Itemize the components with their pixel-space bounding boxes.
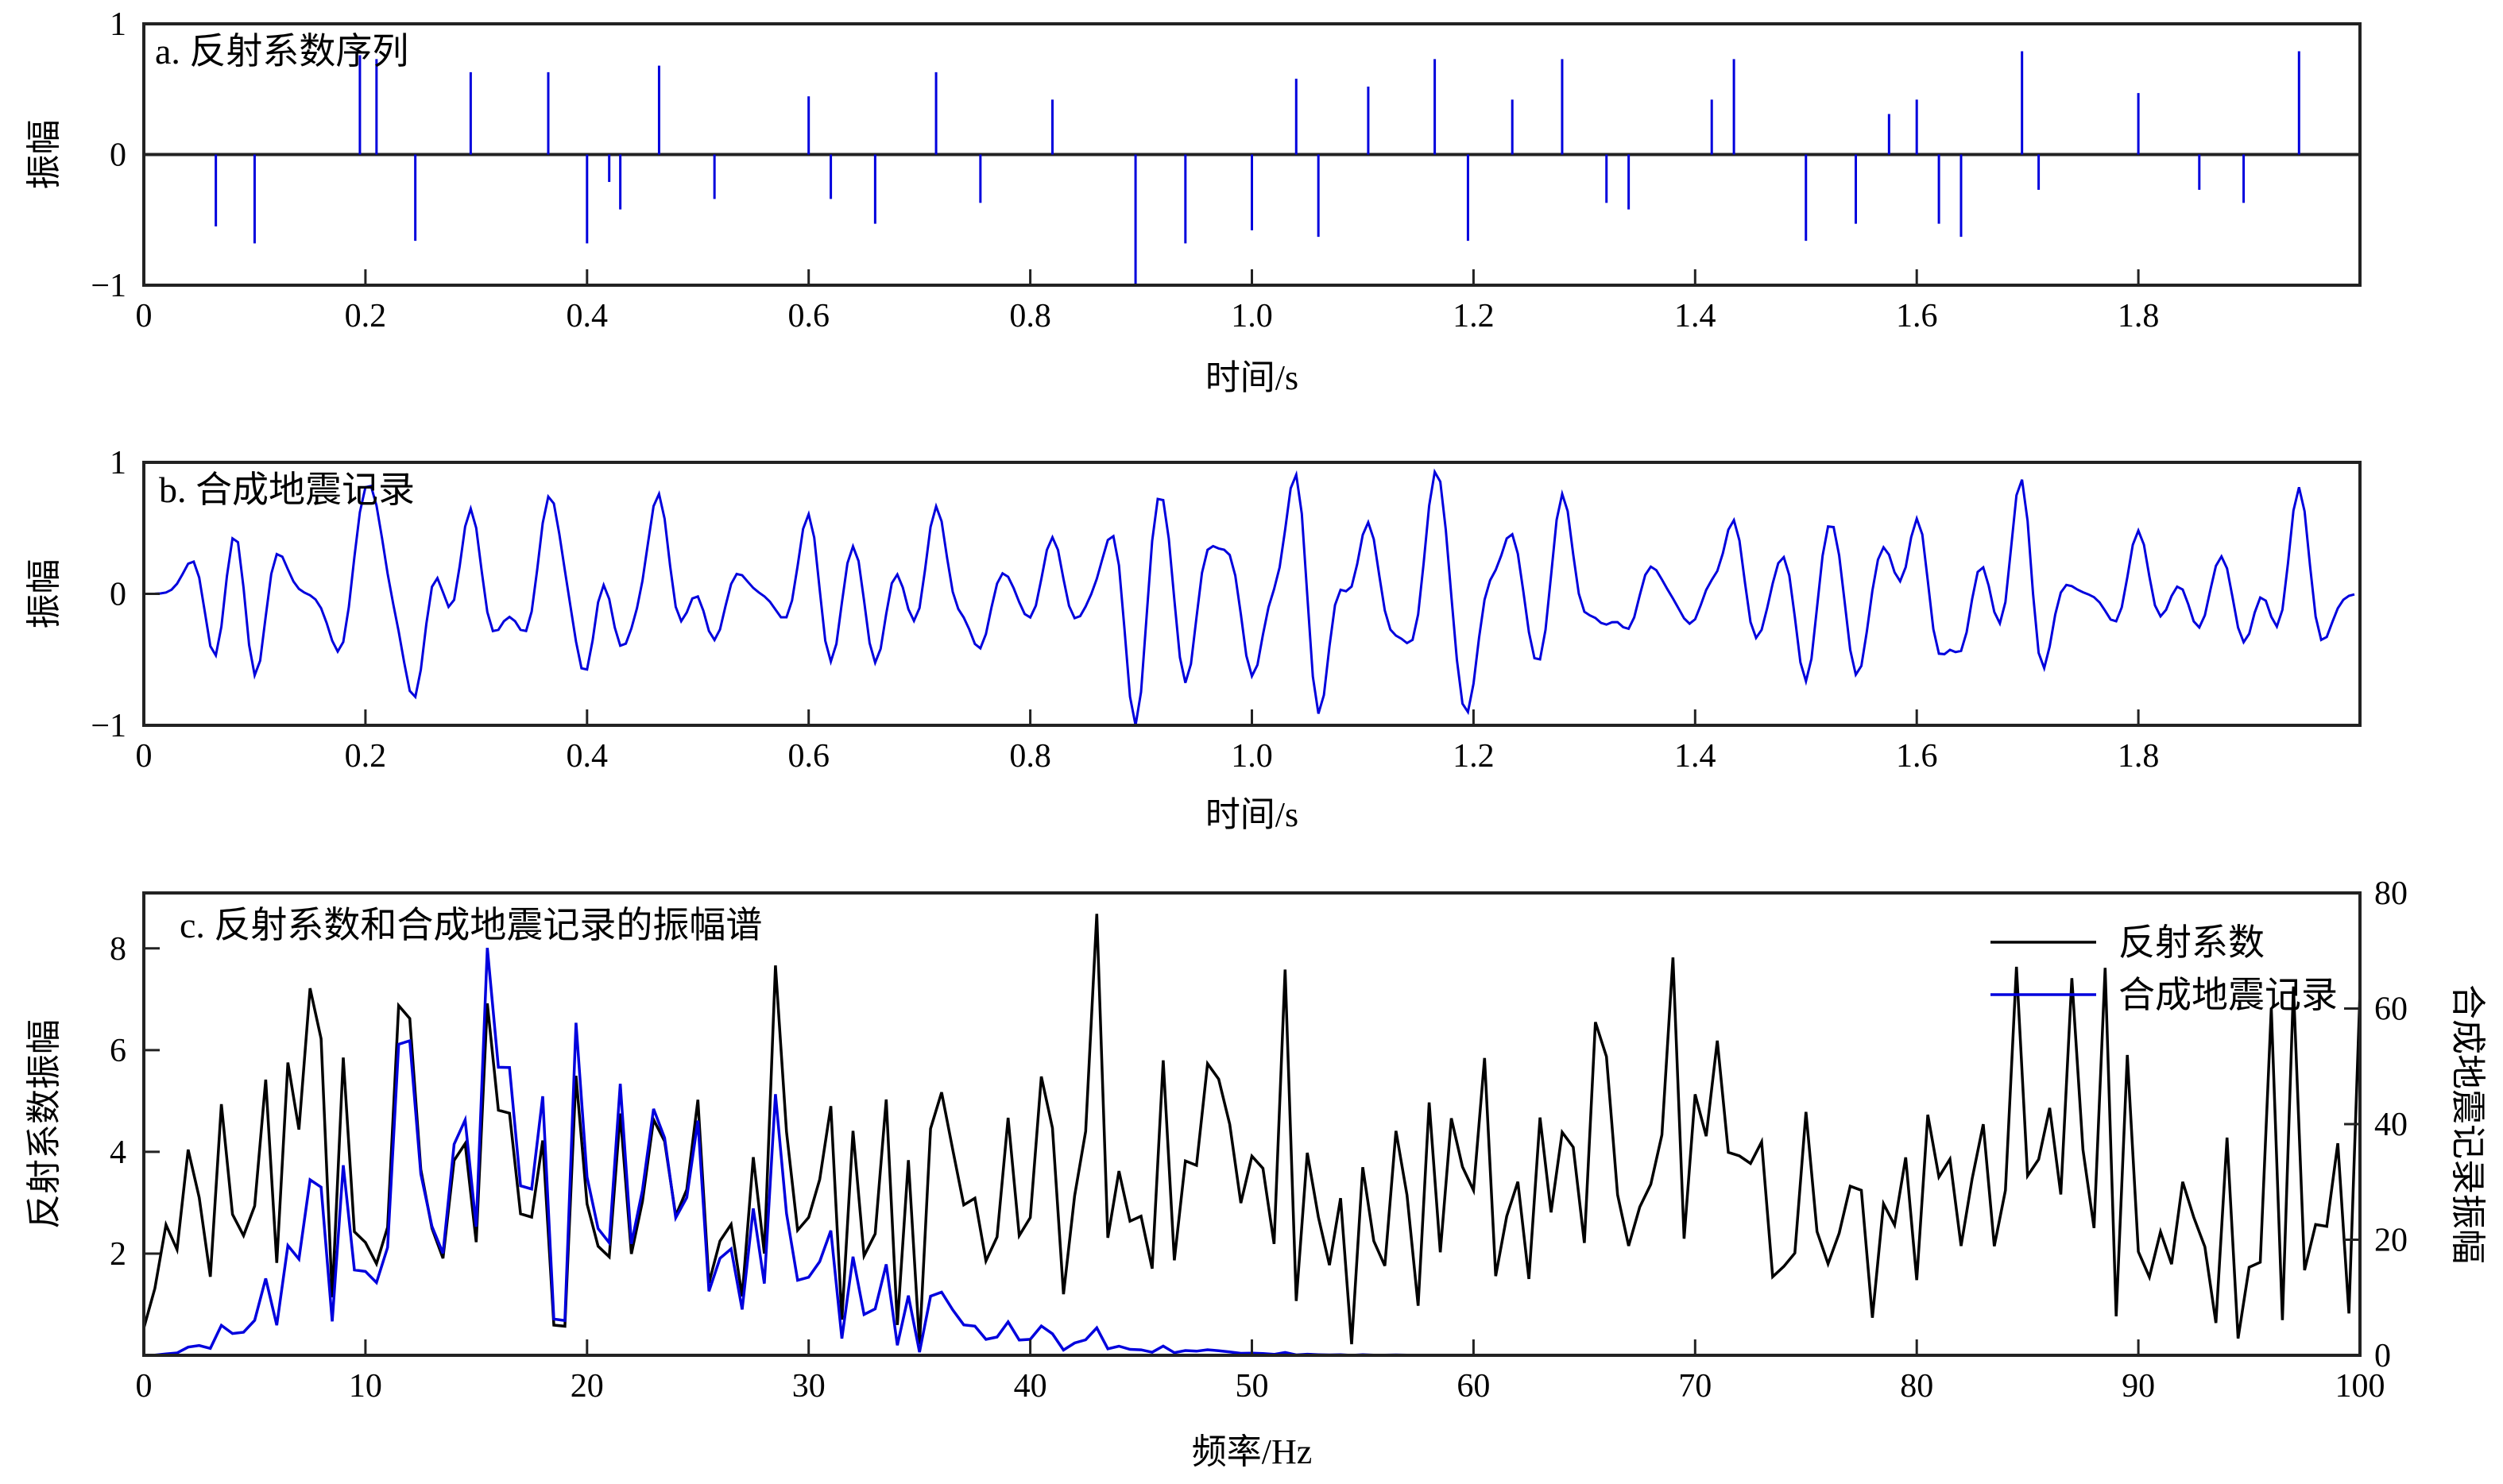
right-y-tick-label: 40 (2374, 1107, 2408, 1143)
x-axis-label: 时间/s (1205, 358, 1298, 397)
x-tick-label: 1.0 (1231, 738, 1273, 775)
panel-title: a. 反射系数序列 (155, 31, 408, 71)
x-tick-label: 0 (136, 738, 153, 775)
y-tick-label: 1 (110, 6, 126, 43)
x-tick-label: 50 (1236, 1368, 1269, 1405)
x-tick-label: 1.4 (1674, 738, 1716, 775)
y-tick-label: 8 (110, 931, 126, 968)
x-tick-label: 1.6 (1896, 298, 1938, 334)
y-axis-label: 振幅 (25, 120, 64, 190)
x-tick-label: 0 (136, 1368, 153, 1405)
x-tick-label: 0.6 (787, 738, 830, 775)
x-tick-label: 0.8 (1009, 738, 1051, 775)
panel-b-synthetic-seismogram: 0 0.2 0.4 0.6 0.8 1.0 1.2 1.4 1.6 1.8 时间/s −1 0 1 振幅 b.… (25, 445, 2362, 834)
y-tick-label: 1 (110, 445, 126, 481)
x-axis-label: 时间/s (1205, 795, 1298, 834)
y-tick-label: 0 (110, 577, 126, 613)
axes-frame (142, 891, 2362, 1357)
x-tick-label: 1.6 (1896, 738, 1938, 775)
x-tick-label: 0.4 (567, 298, 609, 334)
x-tick-label: 40 (1014, 1368, 1047, 1405)
panel-a-reflection-coefficients: 0 0.2 0.4 0.6 0.8 1.0 1.2 1.4 1.6 1.8 时间/s −1 0 1 振幅 a.… (25, 6, 2362, 397)
y-tick-label: 6 (110, 1033, 126, 1069)
panel-c-amplitude-spectra: 0 10 20 30 40 50 60 70 80 90 100 频率/Hz 2 4 6 8 反射系数振幅 0 20… (25, 875, 2487, 1471)
x-tick-label: 0 (136, 298, 153, 334)
x-tick-label: 0.2 (345, 298, 387, 334)
right-y-axis-label: 合成地震记录振幅 (2448, 984, 2487, 1264)
axes-frame (142, 461, 2362, 727)
y-axis-label: 振幅 (25, 559, 64, 629)
x-tick-label: 0.2 (345, 738, 387, 775)
x-tick-label: 60 (1457, 1368, 1490, 1405)
panel-title: c. 反射系数和合成地震记录的振幅谱 (180, 905, 762, 945)
y-tick-label: 2 (110, 1236, 126, 1273)
x-tick-label: 0.4 (567, 738, 609, 775)
right-y-tick-label: 60 (2374, 991, 2408, 1028)
right-y-tick-label: 20 (2374, 1223, 2408, 1259)
x-axis-label: 频率/Hz (1192, 1432, 1313, 1471)
y-axis-label: 反射系数振幅 (25, 1019, 64, 1229)
x-tick-label: 70 (1678, 1368, 1712, 1405)
x-tick-label: 20 (571, 1368, 604, 1405)
legend-label: 合成地震记录 (2118, 975, 2338, 1015)
y-tick-label: 4 (110, 1134, 126, 1171)
x-tick-label: 0.8 (1009, 298, 1051, 334)
x-tick-label: 90 (2122, 1368, 2155, 1405)
y-tick-label: −1 (91, 708, 126, 744)
y-tick-label: 0 (110, 137, 126, 174)
x-tick-label: 100 (2335, 1368, 2385, 1405)
x-tick-label: 10 (349, 1368, 382, 1405)
synthetic-trace-line (144, 468, 2355, 726)
x-tick-label: 1.4 (1674, 298, 1716, 334)
right-y-tick-label: 80 (2374, 875, 2408, 912)
right-y-tick-label: 0 (2374, 1338, 2391, 1374)
reflection-spectrum-line (142, 914, 2362, 1345)
panel-title: b. 合成地震记录 (159, 470, 415, 510)
x-tick-label: 1.8 (2118, 738, 2160, 775)
x-tick-label: 1.2 (1453, 298, 1495, 334)
legend-label: 反射系数 (2118, 922, 2265, 963)
x-tick-label: 1.0 (1231, 298, 1273, 334)
x-tick-label: 0.6 (787, 298, 830, 334)
x-tick-label: 1.8 (2118, 298, 2160, 334)
x-tick-label: 1.2 (1453, 738, 1495, 775)
y-tick-label: −1 (91, 268, 126, 304)
x-tick-label: 80 (1900, 1368, 1933, 1405)
x-tick-label: 30 (792, 1368, 826, 1405)
